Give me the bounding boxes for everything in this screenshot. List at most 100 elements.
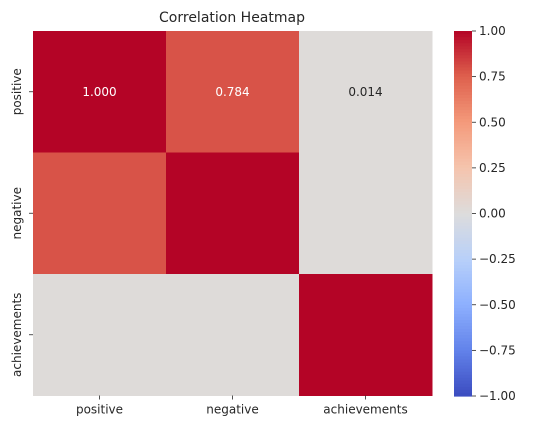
colorbar-segment — [454, 64, 472, 69]
colorbar-segment — [454, 158, 472, 163]
colorbar-segment — [454, 383, 472, 388]
colorbar-segment — [454, 386, 472, 391]
colorbar-segment — [454, 362, 472, 367]
colorbar-segment — [454, 253, 472, 257]
colorbar-segment — [454, 222, 472, 227]
colorbar-segment — [454, 204, 472, 209]
colorbar-segment — [454, 219, 472, 224]
colorbar-tick-label: −0.75 — [479, 343, 516, 357]
colorbar-segment — [454, 347, 472, 351]
heatmap-cell-negative-positive — [33, 152, 167, 275]
colorbar-segment — [454, 88, 472, 93]
colorbar-tick-label: −0.50 — [479, 298, 516, 312]
colorbar-segment — [454, 289, 472, 294]
colorbar-segment — [454, 46, 472, 50]
colorbar-segment — [454, 58, 472, 63]
colorbar-segment — [454, 316, 472, 321]
colorbar-segment — [454, 392, 472, 397]
colorbar-segment — [454, 231, 472, 236]
colorbar-segment — [454, 210, 472, 215]
colorbar-segment — [454, 116, 472, 120]
colorbar-segment — [454, 301, 472, 306]
y-tick-label-achievements: achievements — [10, 293, 24, 377]
colorbar-segment — [454, 152, 472, 157]
colorbar-segment — [454, 180, 472, 184]
colorbar-segment — [454, 31, 472, 35]
colorbar-segment — [454, 271, 472, 275]
x-tick-label-achievements: achievements — [323, 403, 407, 417]
y-tick-label-negative: negative — [10, 187, 24, 239]
colorbar-segment — [454, 377, 472, 382]
colorbar-tick-label: −1.00 — [479, 389, 516, 403]
heatmap-cell-achievements-achievements — [299, 274, 433, 396]
colorbar-segment — [454, 240, 472, 245]
colorbar-segment — [454, 61, 472, 66]
colorbar-segment — [454, 304, 472, 309]
heatmap-cell-positive-negative — [166, 31, 300, 153]
colorbar-segment — [454, 323, 472, 327]
colorbar-segment — [454, 243, 472, 248]
colorbar-segment — [454, 280, 472, 285]
colorbar-tick-label: 0.50 — [479, 115, 506, 129]
colorbar-segment — [454, 201, 472, 205]
colorbar-segment — [454, 353, 472, 358]
colorbar-tick-label: −0.25 — [479, 252, 516, 266]
colorbar-segment — [454, 344, 472, 348]
colorbar-segment — [454, 286, 472, 291]
colorbar-segment — [454, 274, 472, 278]
heatmap-cell-achievements-positive — [33, 274, 167, 396]
colorbar-segment — [454, 213, 472, 218]
colorbar-segment — [454, 234, 472, 239]
colorbar-segment — [454, 295, 472, 300]
colorbar-segment — [454, 307, 472, 312]
colorbar-segment — [454, 52, 472, 56]
colorbar-segment — [454, 225, 472, 230]
colorbar-segment — [454, 356, 472, 361]
colorbar-segment — [454, 91, 472, 96]
colorbar-tick-label: 1.00 — [479, 24, 506, 38]
colorbar-segment — [454, 128, 472, 132]
heatmap-cell-positive-achievements — [299, 31, 433, 153]
heatmap-cells — [33, 31, 433, 396]
colorbar-segment — [454, 76, 472, 81]
colorbar-segment — [454, 319, 472, 324]
colorbar-segment — [454, 173, 472, 178]
x-axis: positive negative achievements — [76, 395, 408, 417]
colorbar-segment — [454, 189, 472, 193]
colorbar-segment — [454, 155, 472, 160]
colorbar-segment — [454, 207, 472, 212]
colorbar-segment — [454, 326, 472, 330]
cell-annotation: 1.000 — [82, 85, 116, 99]
colorbar-segment — [454, 149, 472, 154]
colorbar-segment — [454, 137, 472, 142]
colorbar-segment — [454, 341, 472, 345]
heatmap-cell-positive-positive — [33, 31, 167, 153]
colorbar-segment — [454, 55, 472, 59]
colorbar-tick-label: 0.00 — [479, 207, 506, 221]
x-tick-label-negative: negative — [206, 403, 258, 417]
chart-title: Correlation Heatmap — [159, 10, 305, 26]
colorbar-segment — [454, 183, 472, 187]
colorbar: 1.00 0.75 0.50 0.25 0.00 −0.25 −0.50 −0.75 −1.00 — [454, 24, 516, 403]
colorbar-segment — [454, 259, 472, 263]
colorbar-segment — [454, 167, 472, 172]
colorbar-tick-label: 0.25 — [479, 161, 506, 175]
cell-annotation: 0.784 — [215, 85, 249, 99]
colorbar-segment — [454, 85, 472, 90]
y-axis: positive negative achievements — [10, 68, 33, 377]
colorbar-segment — [454, 365, 472, 370]
colorbar-segment — [454, 265, 472, 269]
colorbar-segment — [454, 368, 472, 373]
colorbar-segment — [454, 277, 472, 282]
colorbar-segment — [454, 310, 472, 315]
colorbar-segment — [454, 131, 472, 136]
colorbar-segment — [454, 67, 472, 72]
heatmap-cell-negative-negative — [166, 152, 300, 275]
colorbar-segment — [454, 335, 472, 339]
colorbar-segment — [454, 100, 472, 105]
colorbar-segment — [454, 338, 472, 342]
colorbar-segment — [454, 292, 472, 297]
colorbar-segment — [454, 186, 472, 190]
colorbar-segment — [454, 177, 472, 181]
colorbar-segment — [454, 170, 472, 175]
